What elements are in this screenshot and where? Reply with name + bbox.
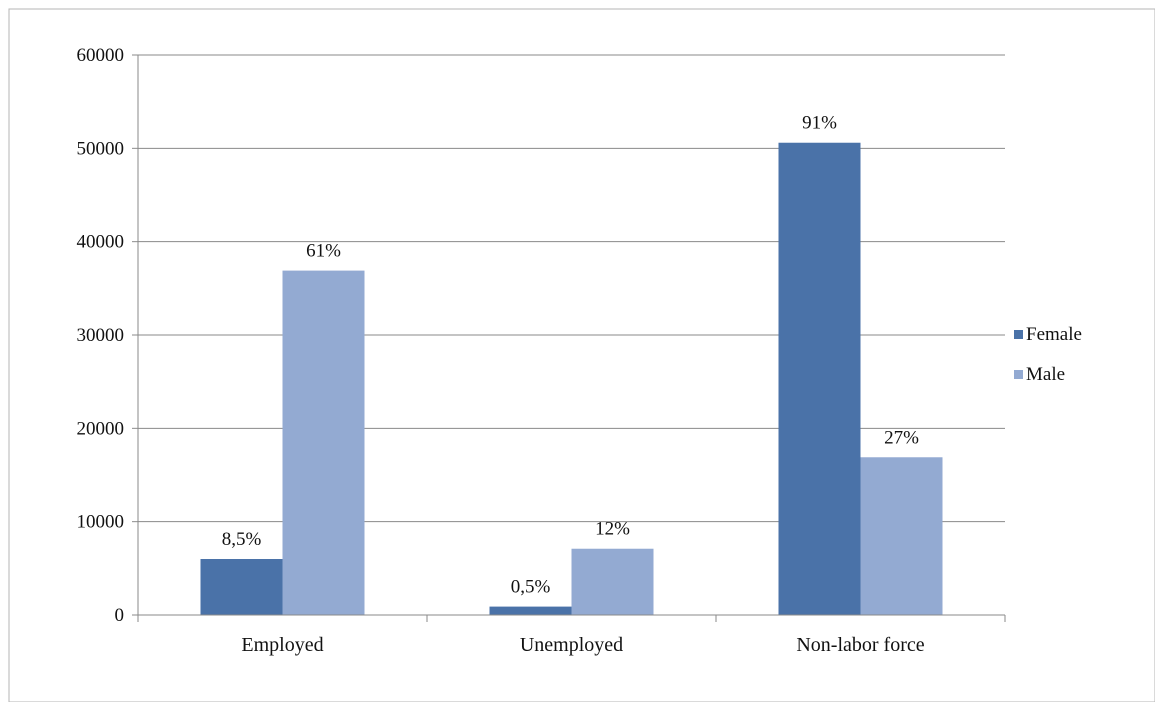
y-tick-label: 50000 [77, 138, 125, 159]
legend: Female Male [1014, 324, 1082, 385]
x-axis: Employed Unemployed Non-labor force [137, 614, 1006, 656]
legend-swatch-male [1014, 370, 1023, 379]
legend-swatch-female [1014, 330, 1023, 339]
x-category-label: Employed [241, 634, 323, 656]
data-label: 12% [595, 519, 630, 540]
y-axis: 0 10000 20000 30000 40000 50000 60000 [77, 45, 139, 626]
y-tick-label: 20000 [77, 418, 125, 439]
data-label: 61% [306, 241, 341, 262]
bar-male [571, 548, 654, 615]
bar-male [282, 270, 365, 615]
data-label: 91% [802, 113, 837, 134]
x-category-label: Unemployed [520, 634, 623, 656]
y-tick-label: 60000 [77, 45, 125, 66]
bar-female [778, 142, 861, 615]
legend-label: Male [1026, 364, 1065, 385]
y-tick-label: 10000 [77, 512, 125, 533]
x-category-label: Non-labor force [796, 634, 924, 656]
bar-female [200, 559, 283, 615]
data-label: 0,5% [511, 577, 551, 598]
data-labels: 8,5% 61% 0,5% 12% 91% 27% [222, 113, 919, 598]
data-label: 8,5% [222, 529, 262, 550]
y-tick-label: 40000 [77, 232, 125, 253]
data-label: 27% [884, 427, 919, 448]
y-tick-label: 0 [115, 605, 125, 626]
bar-female [489, 606, 572, 615]
bar-male [860, 457, 943, 615]
bars [200, 142, 943, 615]
y-tick-label: 30000 [77, 325, 125, 346]
legend-label: Female [1026, 324, 1082, 345]
